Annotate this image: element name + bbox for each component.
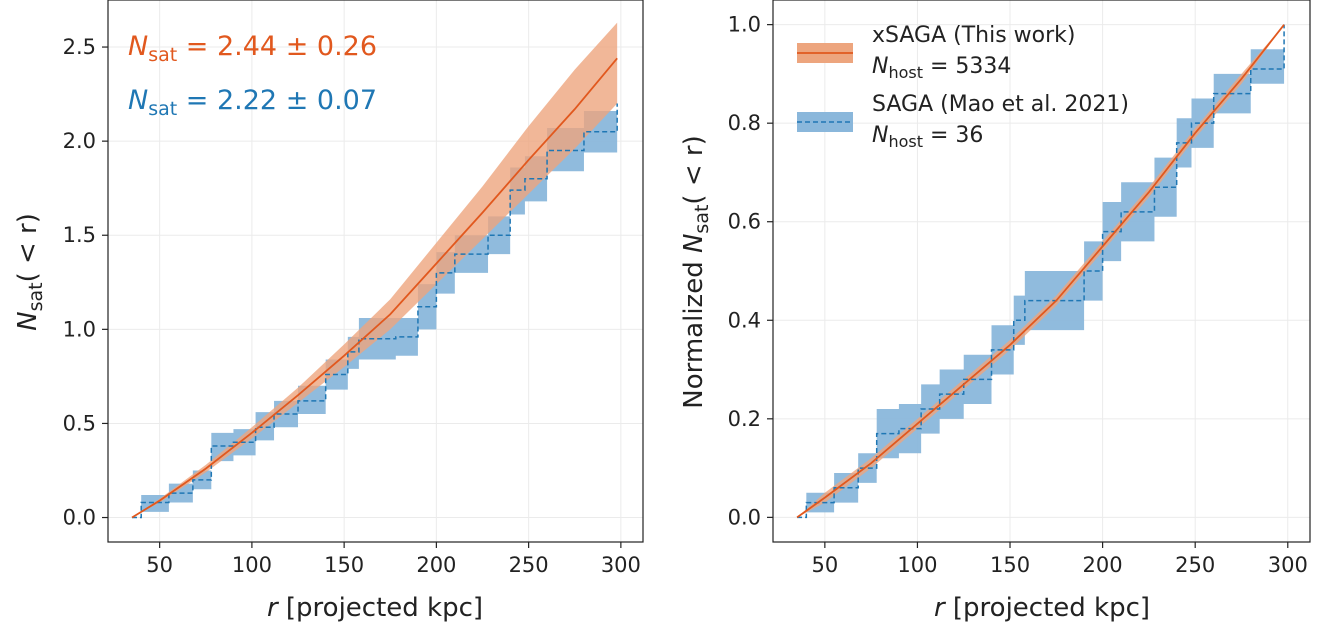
right-x-axis-label: r [projected kpc]: [934, 593, 1150, 623]
left-axes-frame: [107, 0, 644, 543]
x-tick-label: 300: [1268, 553, 1308, 577]
left-x-axis-label: r [projected kpc]: [267, 593, 483, 623]
legend-sublabel-saga: Nhost = 36: [872, 123, 983, 151]
left-grid: [108, 0, 643, 542]
x-tick-label: 300: [601, 553, 641, 577]
y-tick-label: 0.5: [63, 411, 96, 435]
y-tick-label: 0.2: [728, 407, 761, 431]
y-tick-label: 0.0: [728, 505, 761, 529]
y-tick-label: 0.0: [63, 506, 96, 530]
left-y-axis-label: Nsat( < r): [13, 213, 47, 331]
x-tick-label: 100: [897, 553, 937, 577]
x-tick-label: 150: [324, 553, 364, 577]
y-tick-label: 1.5: [63, 223, 96, 247]
x-tick-label: 50: [146, 553, 173, 577]
y-tick-label: 2.0: [63, 129, 96, 153]
x-tick-label: 200: [416, 553, 456, 577]
right-ticks: 50 100 150 200 250 300 0.0 0.2 0.4 0.6 0.8 1.0: [728, 13, 1308, 577]
y-tick-label: 2.5: [63, 35, 96, 59]
legend-label-xsaga: xSAGA (This work): [872, 23, 1076, 48]
x-tick-label: 100: [232, 553, 272, 577]
right-panel: 50 100 150 200 250 300 0.0 0.2 0.4 0.6 0.8 1.0 r [p…: [679, 0, 1311, 623]
right-y-axis-label: Normalized Nsat( < r): [679, 135, 713, 408]
y-tick-label: 0.8: [728, 111, 761, 135]
left-annotation-orange: Nsat = 2.44 ± 0.26: [128, 31, 377, 66]
x-tick-label: 250: [509, 553, 549, 577]
x-tick-label: 200: [1083, 553, 1123, 577]
saga-uncertainty-band: [797, 24, 1285, 518]
x-tick-label: 150: [990, 553, 1030, 577]
legend-label-saga: SAGA (Mao et al. 2021): [872, 92, 1129, 117]
x-tick-label: 250: [1175, 553, 1215, 577]
saga-series-line: [797, 24, 1285, 519]
y-tick-label: 0.4: [728, 308, 761, 332]
xsaga-series-line: [796, 24, 1285, 519]
left-annotation-blue: Nsat = 2.22 ± 0.07: [128, 85, 377, 120]
y-tick-label: 0.6: [728, 210, 761, 234]
x-tick-label: 50: [811, 553, 838, 577]
left-lines: [131, 57, 618, 519]
legend: xSAGA (This work) Nhost = 5334 SAGA (Mao…: [797, 23, 1129, 151]
right-axes-frame: [772, 0, 1311, 543]
xsaga-series-line: [131, 57, 618, 519]
right-bands: [797, 24, 1285, 518]
right-lines: [796, 24, 1285, 519]
y-tick-label: 1.0: [63, 317, 96, 341]
left-ticks: 50 100 150 200 250 300 0.0 0.5 1.0 1.5 2.0 2.5: [63, 35, 641, 577]
legend-sublabel-xsaga: Nhost = 5334: [872, 54, 1011, 82]
y-tick-label: 1.0: [728, 13, 761, 37]
saga-series-line: [131, 103, 618, 519]
left-panel: 50 100 150 200 250 300 0.0 0.5 1.0 1.5 2.0 2.5 Nsat…: [13, 0, 644, 623]
left-bands: [131, 22, 618, 518]
